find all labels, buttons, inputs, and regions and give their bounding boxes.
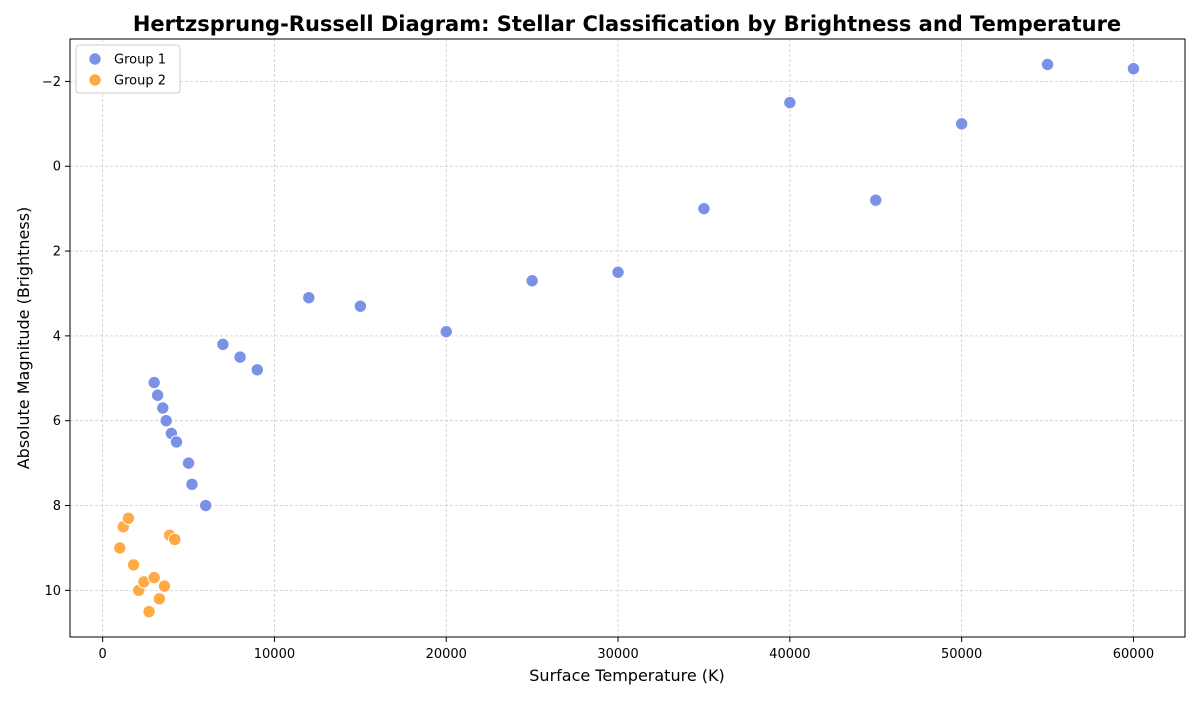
point-group-1: [156, 401, 170, 415]
point-group-1: [199, 498, 213, 513]
x-tick-label: 20000: [426, 647, 467, 662]
point-group-1: [1040, 57, 1055, 72]
chart-title: Hertzsprung-Russell Diagram: Stellar Cla…: [133, 12, 1121, 36]
point-group-1: [353, 299, 368, 313]
y-tick-label: 6: [53, 414, 61, 429]
point-group-2: [113, 541, 127, 555]
x-tick-label: 50000: [941, 647, 982, 662]
point-group-2: [157, 579, 172, 593]
point-group-1: [954, 117, 969, 131]
point-group-1: [697, 201, 711, 216]
y-tick-label: 8: [53, 499, 61, 514]
data-points: [113, 57, 1141, 619]
point-group-1: [783, 95, 797, 110]
point-group-1: [233, 350, 247, 364]
legend-label-2: Group 2: [114, 74, 166, 89]
point-group-1: [302, 291, 316, 305]
x-tick-label: 10000: [254, 647, 295, 662]
point-group-1: [159, 414, 173, 428]
x-tick-label: 40000: [769, 647, 810, 662]
y-tick-label: 4: [53, 329, 61, 344]
point-group-2: [152, 592, 167, 606]
point-group-1: [147, 375, 161, 390]
point-group-2: [121, 511, 136, 525]
point-group-1: [1126, 61, 1141, 76]
point-group-2: [126, 558, 141, 572]
point-group-1: [185, 477, 199, 492]
point-group-1: [216, 337, 230, 352]
y-tick-label: 0: [53, 160, 61, 175]
legend-marker-2: [88, 73, 102, 87]
point-group-1: [181, 456, 196, 470]
legend-box: [75, 44, 181, 94]
x-tick-label: 30000: [597, 647, 638, 662]
y-axis-label: Absolute Magnitude (Brightness): [14, 207, 33, 470]
axis-ticks: 0 10000 20000 30000 40000 50000 60000 −2 0 2 4 6 8 10: [42, 75, 1154, 662]
plot-frame: [69, 38, 1186, 638]
point-group-1: [869, 193, 883, 207]
point-group-1: [169, 435, 184, 449]
point-group-1: [611, 265, 625, 279]
legend: Group 1 Group 2: [75, 44, 181, 94]
point-group-2: [168, 532, 182, 547]
y-tick-label: −2: [42, 75, 61, 90]
x-tick-label: 0: [99, 647, 107, 662]
point-group-1: [150, 388, 165, 402]
x-tick-label: 60000: [1113, 647, 1154, 662]
grid: [70, 39, 1185, 637]
point-group-1: [525, 274, 539, 288]
point-group-1: [439, 324, 453, 339]
y-tick-label: 2: [53, 245, 61, 260]
point-group-1: [250, 363, 264, 377]
point-group-2: [142, 604, 156, 619]
legend-marker-1: [88, 52, 102, 66]
y-tick-label: 10: [44, 584, 61, 599]
point-group-2: [147, 570, 161, 585]
x-axis-label: Surface Temperature (K): [529, 666, 724, 685]
legend-label-1: Group 1: [114, 53, 166, 68]
